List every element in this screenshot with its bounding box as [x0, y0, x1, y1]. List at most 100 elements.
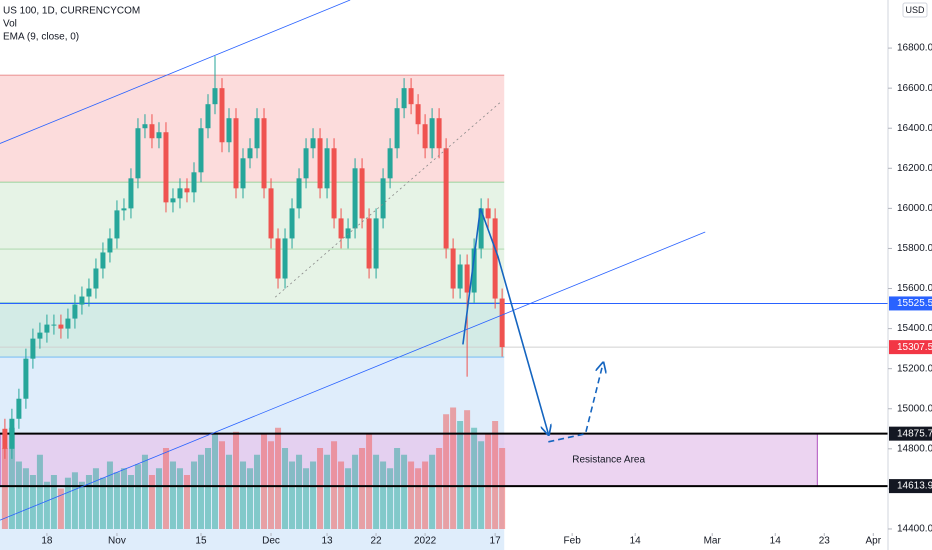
- candle-body: [282, 238, 288, 279]
- volume-bar: [211, 434, 218, 529]
- candle-body: [16, 398, 22, 419]
- candle-body: [478, 208, 484, 249]
- volume-bar: [190, 461, 197, 529]
- fib-zone: [0, 302, 505, 358]
- candle-body: [289, 208, 295, 239]
- volume-bar: [78, 481, 85, 529]
- volume-bar: [106, 461, 113, 529]
- candle-body: [142, 124, 148, 129]
- trend-line: [0, 231, 706, 521]
- volume-bar: [485, 434, 492, 529]
- volume-bar: [359, 448, 366, 529]
- fib-zone: [0, 182, 505, 303]
- volume-bar: [1, 448, 8, 529]
- price-label: 14875.7: [897, 428, 932, 439]
- x-tick-label: 14: [770, 536, 782, 547]
- volume-bar: [380, 461, 387, 529]
- volume-bar: [282, 448, 289, 529]
- volume-bar: [345, 468, 352, 529]
- candle-body: [184, 188, 190, 193]
- fib-zone: [0, 75, 505, 183]
- candle-body: [485, 208, 491, 219]
- volume-bar: [443, 414, 450, 529]
- candle-body: [373, 218, 379, 269]
- candle-body: [443, 148, 449, 249]
- volume-bar: [464, 410, 471, 529]
- candle-body: [422, 124, 428, 149]
- volume-bar: [120, 468, 127, 529]
- plot-area: Resistance Area: [0, 0, 888, 550]
- volume-bar: [366, 434, 373, 529]
- volume-bar: [162, 448, 169, 529]
- volume-bar: [50, 475, 57, 529]
- y-tick-label: 14400.0: [897, 524, 932, 535]
- y-tick-label: 15000.0: [897, 403, 932, 414]
- volume-bar: [113, 472, 120, 529]
- candle-body: [268, 188, 274, 239]
- candle-body: [366, 218, 372, 269]
- volume-bar: [254, 454, 261, 529]
- candle-body: [170, 198, 176, 203]
- volume-bar: [71, 472, 78, 529]
- candle-body: [212, 88, 218, 105]
- y-tick-label: 15400.0: [897, 323, 932, 334]
- trend-line: [0, 0, 351, 144]
- candle-body: [72, 304, 78, 319]
- volume-bar: [415, 468, 422, 529]
- candle-body: [128, 178, 134, 209]
- trend-line: [274, 100, 503, 298]
- candle-body: [338, 218, 344, 239]
- price-label-box: [889, 479, 932, 494]
- volume-bar: [373, 454, 380, 529]
- candle-body: [79, 296, 85, 305]
- y-tick-label: 15200.0: [897, 363, 932, 374]
- volume-bar: [22, 468, 29, 529]
- candle-body: [345, 228, 351, 239]
- currency-button[interactable]: [902, 2, 928, 18]
- candle-body: [331, 148, 337, 219]
- x-tick-label: Mar: [704, 536, 722, 547]
- trend-line: [462, 208, 548, 433]
- volume-bar: [401, 454, 408, 529]
- candle-body: [359, 168, 365, 219]
- candle-body: [163, 132, 169, 203]
- candle-body: [191, 172, 197, 193]
- x-tick-label: 13: [321, 536, 333, 547]
- trend-line: [548, 364, 603, 443]
- volume-bar: [247, 468, 254, 529]
- volume-bar: [92, 468, 99, 529]
- volume-bar: [492, 421, 499, 529]
- price-label: 15307.5: [897, 342, 932, 353]
- candle-body: [317, 138, 323, 189]
- candle-body: [9, 418, 15, 449]
- volume-bar: [134, 464, 141, 529]
- volume-bar: [233, 431, 240, 529]
- candle-body: [499, 298, 505, 348]
- candle-body: [352, 168, 358, 229]
- candle-body: [23, 358, 29, 399]
- volume-bar: [155, 468, 162, 529]
- candle-body: [254, 118, 260, 149]
- y-tick-label: 16400.0: [897, 123, 932, 134]
- currency-label[interactable]: USD: [905, 5, 925, 15]
- candle-body: [86, 288, 92, 297]
- volume-bar: [436, 448, 443, 529]
- y-tick-label: 15600.0: [897, 283, 932, 294]
- y-tick-label: 16800.0: [897, 43, 932, 54]
- volume-bar: [457, 421, 464, 529]
- y-tick-label: 16000.0: [897, 203, 932, 214]
- candle-body: [394, 108, 400, 149]
- volume-bar: [429, 454, 436, 529]
- volume-bar: [36, 454, 43, 529]
- volume-bar: [408, 461, 415, 529]
- x-tick-label: Feb: [564, 536, 582, 547]
- volume-bar: [197, 454, 204, 529]
- y-tick-label: 14800.0: [897, 443, 932, 454]
- candle-body: [114, 210, 120, 239]
- candle-body: [51, 324, 57, 326]
- volume-bar: [127, 475, 134, 529]
- candle-body: [247, 148, 253, 159]
- chart-title: US 100, 1D, CURRENCYCOM: [3, 6, 140, 17]
- volume-bar: [148, 475, 155, 529]
